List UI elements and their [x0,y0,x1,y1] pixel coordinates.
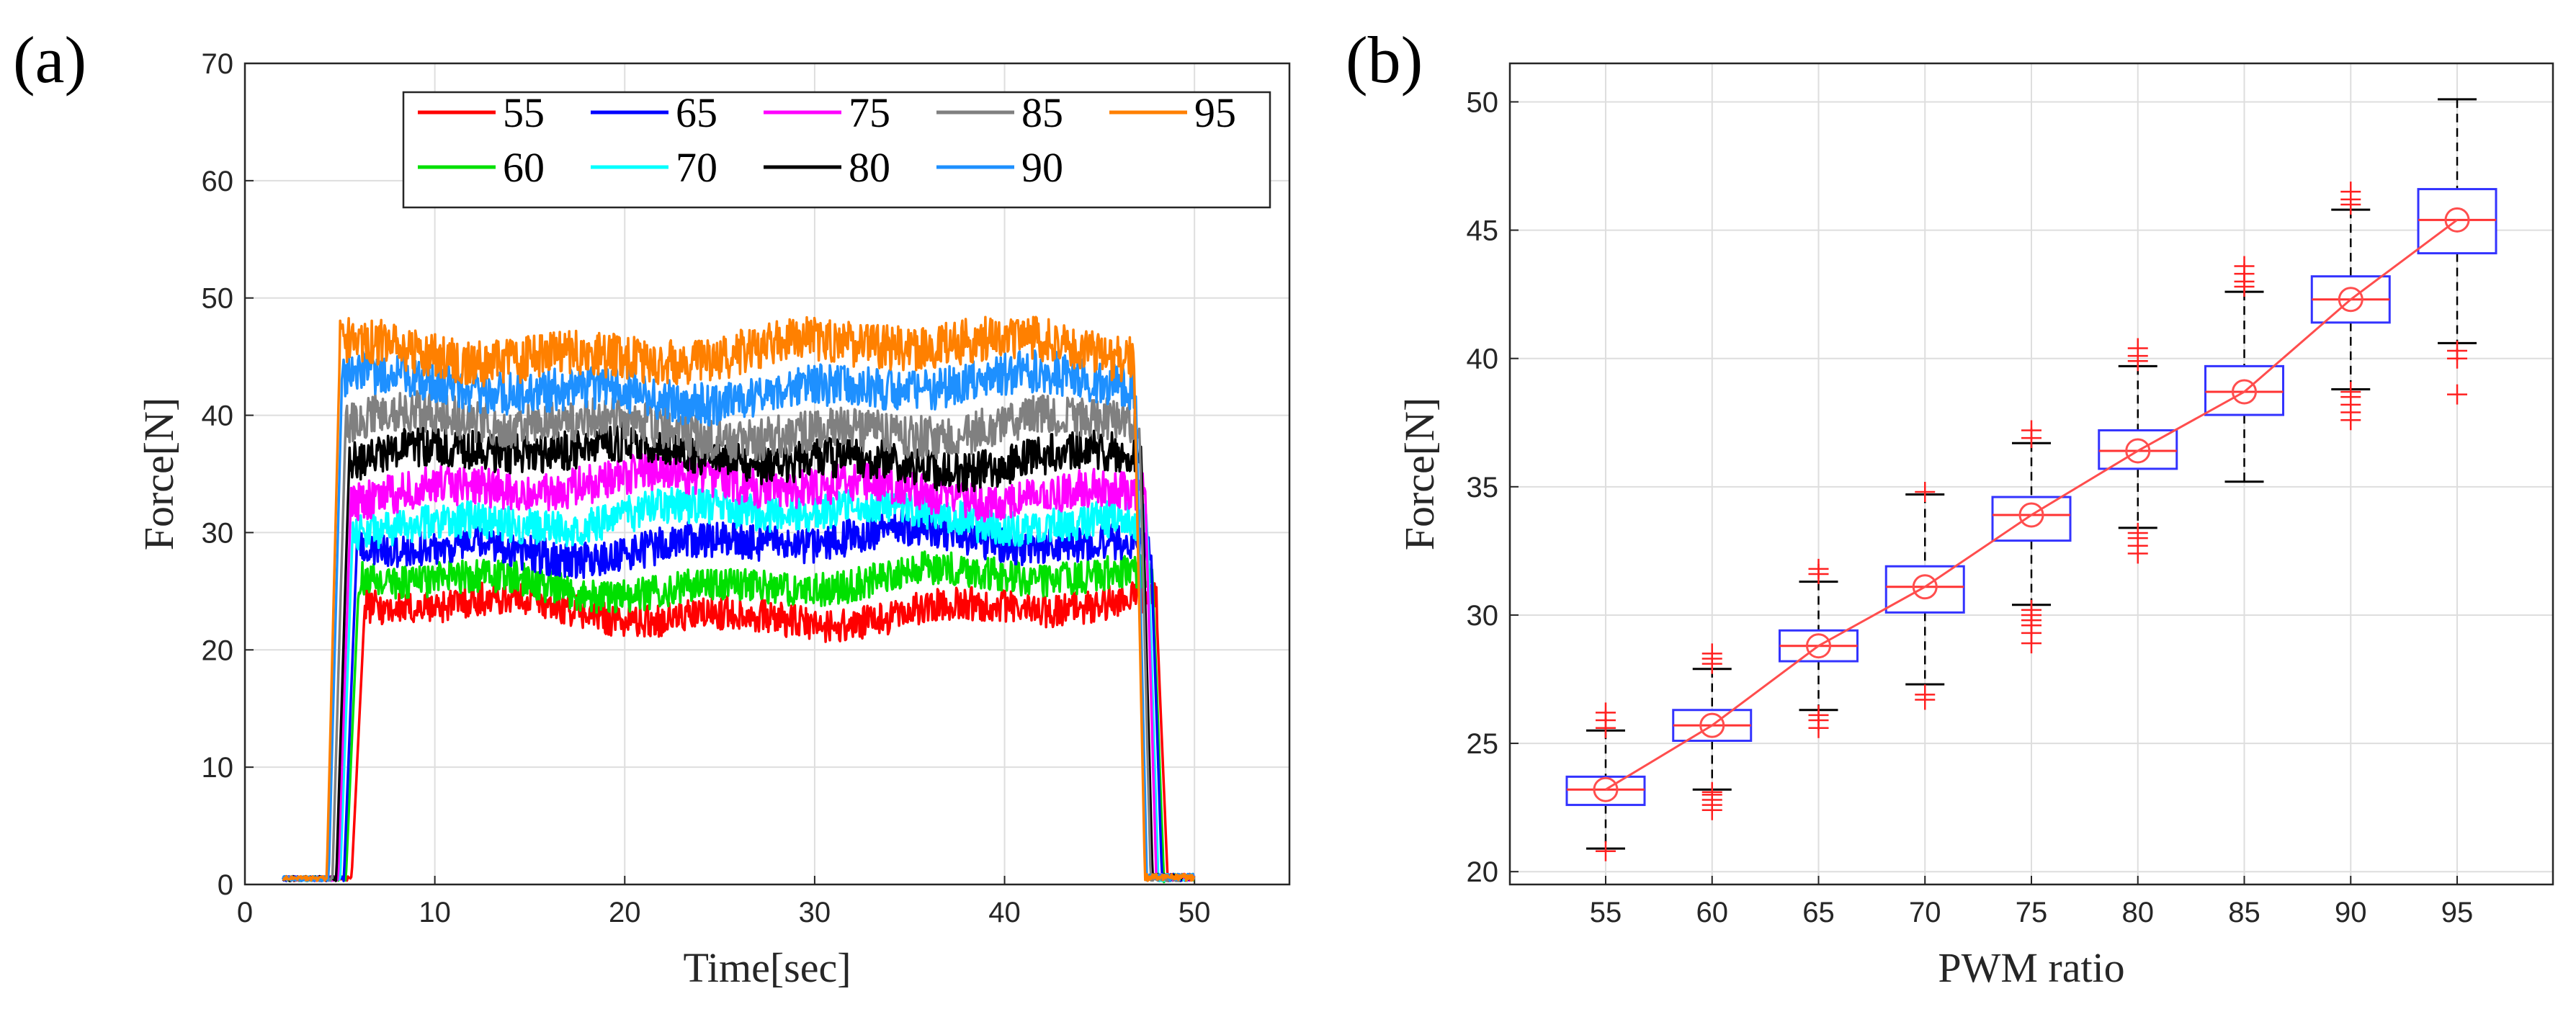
legend-label-95: 95 [1194,89,1236,136]
series-line-90 [282,349,1196,882]
panel-label-a: (a) [13,23,87,97]
panel-label-b: (b) [1346,23,1423,97]
series-line-70 [282,486,1196,882]
y-tick-label-a: 60 [202,166,234,197]
outlier-marker [1701,781,1722,802]
x-axis-label-b: PWM ratio [1938,944,2124,991]
y-tick-label-a: 30 [202,517,234,549]
outlier-marker [1701,643,1722,664]
outlier-marker [1595,841,1616,861]
mean-marker [1699,712,1725,738]
y-axis-label-a: Force[N] [135,398,182,551]
x-tick-label-b: 70 [1909,897,1941,928]
outlier-marker [2127,522,2148,543]
outlier-marker [2127,338,2148,359]
legend-label-55: 55 [503,89,545,136]
box-70 [1884,481,1965,710]
y-tick-label-b: 30 [1467,600,1499,632]
x-axis-label-a: Time[sec] [683,944,851,991]
legend-label-90: 90 [1021,144,1063,191]
x-tick-label-b: 65 [1802,897,1835,928]
series-line-75 [282,452,1196,882]
legend-label-65: 65 [676,89,717,136]
y-tick-label-a: 40 [202,400,234,432]
y-tick-label-a: 20 [202,635,234,666]
series-line-80 [282,421,1195,882]
outlier-marker [1915,481,1936,502]
x-tick-label-b: 90 [2335,897,2367,928]
mean-marker [2232,379,2258,405]
iqr-box [1884,565,1965,614]
y-axis-label-b: Force[N] [1396,398,1443,551]
outlier-marker [2447,384,2468,405]
x-tick-label-a: 20 [609,897,641,928]
legend-label-70: 70 [676,144,717,191]
y-tick-label-b: 35 [1467,472,1499,503]
x-tick-label-b: 95 [2441,897,2474,928]
series-line-55 [282,580,1195,882]
outlier-marker [2447,341,2468,361]
y-tick-label-a: 70 [202,48,234,80]
series-line-95 [282,315,1196,882]
series-line-60 [282,550,1195,884]
x-tick-label-a: 10 [419,897,451,928]
mean-marker [2444,207,2470,233]
outlier-marker [2021,599,2041,620]
axes-box-a [243,62,1291,886]
outlier-marker [1915,684,1936,705]
outlier-marker [2340,182,2361,202]
x-tick-label-a: 40 [988,897,1021,928]
mean-marker [2018,502,2044,528]
series-line-85 [282,390,1194,882]
mean-marker [2125,438,2151,464]
y-tick-label-b: 45 [1467,215,1499,247]
y-tick-label-b: 50 [1467,86,1499,118]
legend-label-75: 75 [849,89,890,136]
mean-marker [2338,287,2363,313]
y-tick-label-a: 50 [202,283,234,315]
y-tick-label-a: 10 [202,752,234,784]
outlier-marker [2234,256,2255,277]
x-tick-label-b: 80 [2122,897,2155,928]
mean-marker [1593,776,1619,802]
legend-label-80: 80 [849,144,890,191]
outlier-marker [1808,558,1829,579]
axes-box-b [1508,62,2554,886]
y-tick-label-b: 20 [1467,856,1499,888]
mean-marker [1912,574,1938,600]
x-tick-label-b: 55 [1590,897,1622,928]
x-tick-label-b: 85 [2228,897,2260,928]
mean-trend-line [1605,219,2458,791]
series-line-65 [282,508,1196,882]
y-tick-label-b: 40 [1467,344,1499,375]
mean-marker [1805,633,1831,659]
x-tick-label-b: 60 [1696,897,1728,928]
legend-label-85: 85 [1021,89,1063,136]
x-tick-label-a: 0 [237,897,253,928]
y-tick-label-a: 0 [218,869,233,901]
outlier-marker [1808,704,1829,725]
outlier-marker [2021,420,2041,441]
x-tick-label-a: 50 [1179,897,1211,928]
legend-a: 55 65 75 85 95 60 70 80 90 [402,89,1271,209]
outlier-marker [1595,702,1616,723]
x-tick-label-a: 30 [799,897,831,928]
x-tick-label-b: 75 [2016,897,2048,928]
y-tick-label-b: 25 [1467,728,1499,760]
outlier-marker [2340,382,2361,402]
legend-label-60: 60 [503,144,545,191]
